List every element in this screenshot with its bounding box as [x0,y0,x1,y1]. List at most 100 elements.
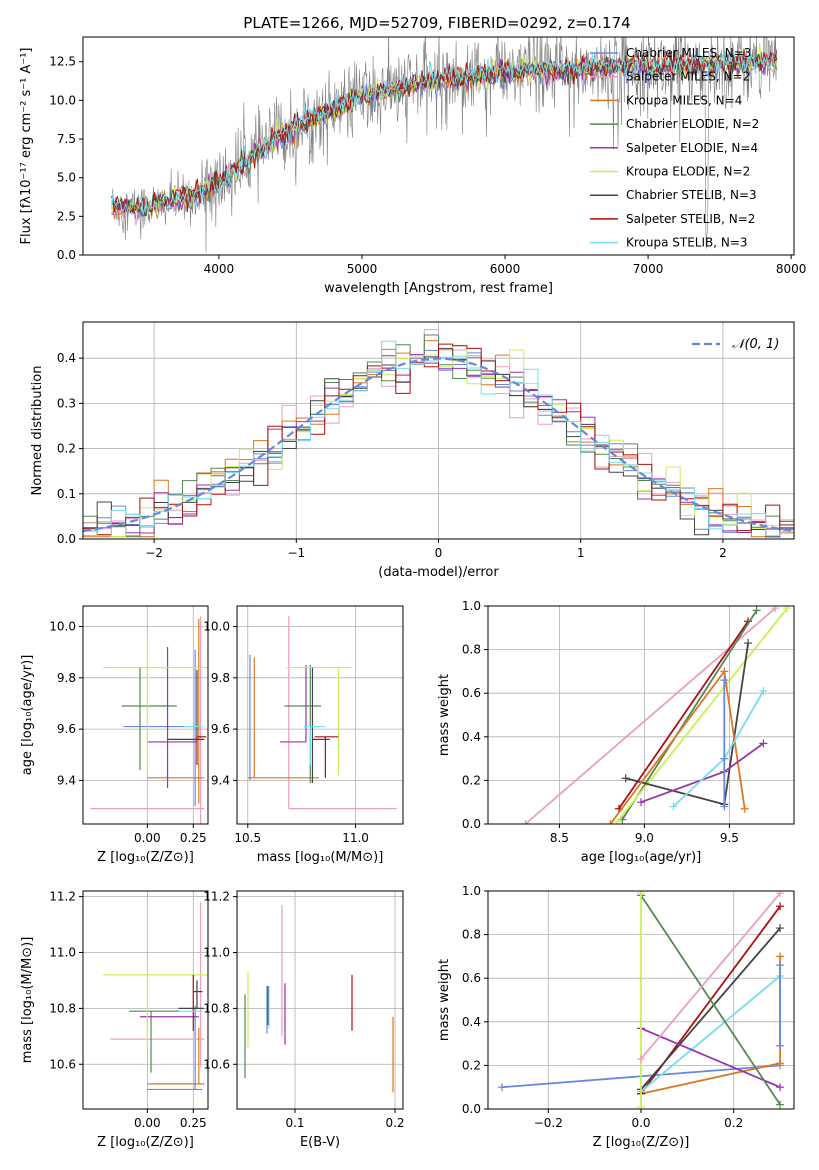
y-tick-label: 0.4 [462,1015,481,1029]
series-line-salpeter_stelib [618,620,749,810]
chart-mass-vs-EBV: 0.1 0.2 10.6 10.8 11.0 11.2 E(B-V) [203,890,404,1150]
y-tick-label: 2.5 [57,209,76,223]
figure-title: PLATE=1266, MJD=52709, FIBERID=0292, z=0… [243,14,630,32]
x-axis-label: mass [log₁₀(M/M⊙)] [257,850,384,865]
point-marker-kroupa_elodie [783,606,792,613]
x-tick-label: 6000 [490,262,521,276]
point-marker-chabrier_elodie [776,1100,785,1109]
y-tick-label: 0.1 [57,487,76,501]
y-axis-label: age [log₁₀(age/yr)] [20,655,35,776]
legend-label: Chabrier STELIB, N=3 [626,188,757,202]
legend-label: Salpeter ELODIE, N=4 [626,141,758,155]
x-tick-label: 8000 [776,262,807,276]
plot-area [83,606,208,824]
point-marker-chabrier_miles [776,961,785,970]
y-tick-label: 0.6 [462,686,481,700]
legend-label: Kroupa MILES, N=4 [626,93,742,107]
y-tick-label: 10.8 [49,1001,76,1015]
chart-mass-vs-Z: 0.00 0.25 10.6 10.8 11.0 11.2 Z [log₁₀(Z/Z⊙)] m… [20,890,209,1150]
plot-area [488,606,794,824]
legend-label: Salpeter STELIB, N=2 [626,212,755,226]
point-marker-salpeter_elodie [759,739,768,748]
x-axis-label: E(B-V) [300,1135,340,1150]
x-tick-label: 9.5 [720,831,739,845]
series-line-salpeter_miles [640,892,781,1060]
x-axis-label: Z [log₁₀(Z/Z⊙)] [593,1135,690,1150]
x-axis-label: age [log₁₀(age/yr)] [581,850,702,865]
x-tick-label: 9.0 [635,831,654,845]
x-tick-label: 0.0 [631,1116,650,1130]
gaussian-curve [83,357,794,533]
x-tick-label: 7000 [633,262,664,276]
point-marker-chabrier_stelib [744,639,753,648]
point-marker-kroupa_stelib [759,687,768,696]
y-tick-label: 11.0 [49,945,76,959]
axes-frame [236,605,404,825]
legend-label: Chabrier ELODIE, N=2 [626,117,759,131]
x-tick-label: 0.25 [180,831,207,845]
series-line-salpeter_elodie [640,1027,781,1089]
point-marker-kroupa_miles [606,820,615,824]
legend-label: Kroupa STELIB, N=3 [626,236,748,250]
model-spectrum-kroupa_stelib [111,50,778,216]
legend-label: Salpeter MILES, N=2 [626,70,750,84]
x-tick-label: 0 [435,546,443,560]
x-tick-label: 0.2 [385,1116,404,1130]
y-tick-label: 0.2 [462,773,481,787]
chart-mass-weight-vs-age: 8.5 9.0 9.5 0.0 0.2 0.4 0.6 0.8 1.0 age [log₁₀(ag… [437,599,795,865]
series-line-chabrier_elodie [621,609,758,821]
plot-area [488,891,794,1109]
y-tick-label: 11.2 [203,890,230,904]
point-marker-salpeter_miles [637,1054,645,1063]
y-tick-label: 0.2 [462,1058,481,1072]
y-tick-label: 0.4 [57,351,76,365]
chart-mass-weight-vs-Z: −0.2 0.0 0.2 0.0 0.2 0.4 0.6 0.8 1.0 Z [log₁₀(Z/Z… [437,884,795,1150]
x-tick-label: 4000 [204,262,235,276]
y-tick-label: 11.0 [203,945,230,959]
series-line-chabrier_stelib [640,927,781,1090]
chart-age-vs-mass: 10.5 11.0 9.4 9.6 9.8 10.0 mass [log₁₀(M/M⊙)] [203,605,404,865]
y-axis-label: Flux [fλ10⁻¹⁷ erg cm⁻² s⁻¹ A⁻¹] [19,48,34,245]
y-tick-label: 7.5 [57,132,76,146]
point-marker-salpeter_miles [521,820,530,824]
series-line-chabrier_elodie [640,894,781,1106]
series-line-kroupa_stelib [672,690,765,808]
y-tick-label: 0.3 [57,396,76,410]
y-tick-label: 5.0 [57,171,76,185]
plot-area [83,891,208,1109]
y-axis-label: Normed distribution [30,366,45,496]
x-tick-label: 0.25 [180,1116,207,1130]
x-tick-label: 0.00 [134,1116,161,1130]
series-line-kroupa_stelib [640,975,781,1093]
y-tick-label: 9.8 [57,671,76,685]
point-marker-chabrier_miles [720,754,729,763]
x-tick-label: −0.2 [534,1116,563,1130]
x-axis-label: Z [log₁₀(Z/Z⊙)] [97,850,194,865]
y-tick-label: 0.0 [462,1102,481,1116]
y-tick-label: 9.8 [211,671,230,685]
point-marker-kroupa_elodie [613,817,622,824]
y-tick-label: 10.0 [49,620,76,634]
x-tick-label: 0.1 [285,1116,304,1130]
x-tick-label: 2 [719,546,727,560]
x-tick-label: 0.2 [724,1116,743,1130]
y-tick-label: 10.6 [203,1057,230,1071]
y-tick-label: 0.0 [57,532,76,546]
y-tick-label: 0.2 [57,442,76,456]
series-line-salpeter_miles [524,607,776,824]
point-marker-chabrier_stelib [776,924,785,933]
point-marker-chabrier_elodie [752,606,761,615]
chart-age-vs-Z: 0.00 0.25 9.4 9.6 9.8 10.0 Z [log₁₀(Z/Z⊙)] age … [20,605,209,865]
series-line-kroupa_elodie [616,607,788,823]
y-tick-label: 9.6 [211,722,230,736]
point-marker-kroupa_miles [740,804,749,813]
y-axis-label: mass [log₁₀(M/M⊙)] [20,937,35,1064]
plot-area [237,891,403,1109]
plot-area [111,37,778,253]
point-marker-kroupa_elodie [637,1102,645,1109]
histogram-kroupa_miles [83,340,794,538]
plot-area [83,322,794,539]
y-tick-label: 10.0 [203,620,230,634]
y-tick-label: 11.2 [49,890,76,904]
x-tick-label: 10.5 [234,831,261,845]
